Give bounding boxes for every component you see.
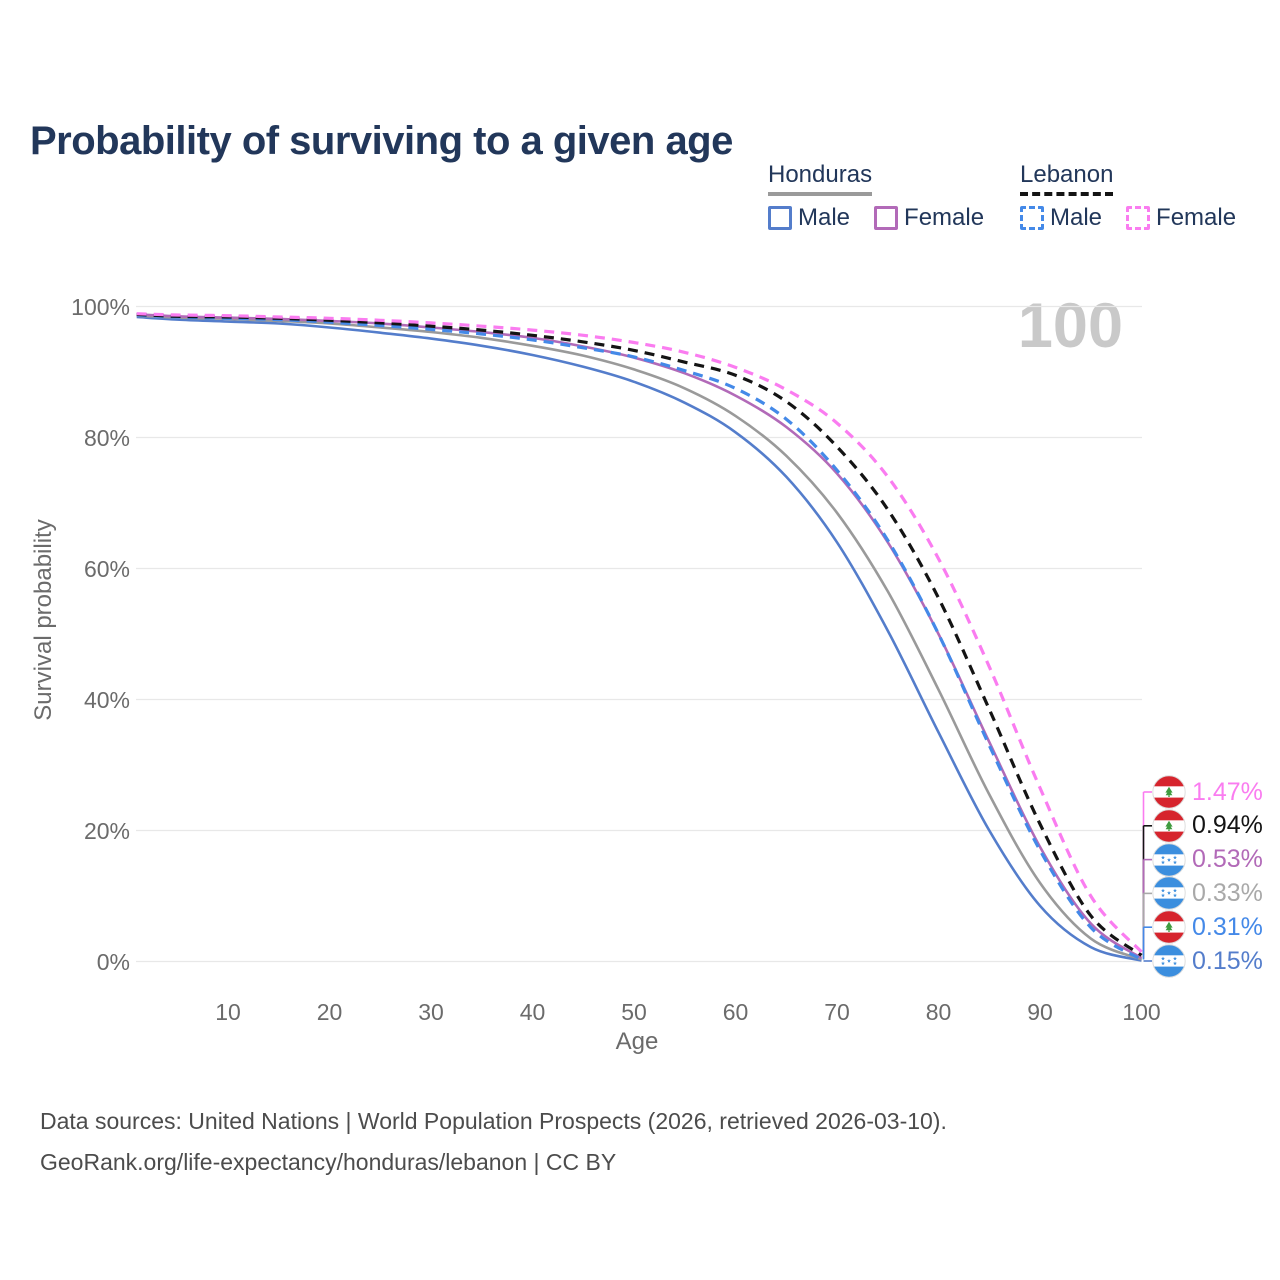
- end-label-value: 0.33%: [1192, 878, 1263, 907]
- series-line-honduras-both[interactable]: [136, 314, 1142, 961]
- legend-swatch-honduras-female: [874, 206, 899, 230]
- end-label-honduras-male: 0.15%: [1152, 944, 1263, 978]
- x-axis-tick-20: 20: [316, 999, 343, 1025]
- end-label-honduras-female: 0.53%: [1152, 842, 1263, 877]
- legend-label-lebanon-female: Female: [1156, 204, 1237, 231]
- legend-items-lebanon: Male Female: [1020, 204, 1236, 232]
- honduras-flag-icon: [1152, 944, 1186, 978]
- legend-item-lebanon-male[interactable]: Male: [1020, 204, 1102, 232]
- attribution-line: GeoRank.org/life-expectancy/honduras/leb…: [40, 1149, 617, 1175]
- y-axis-tick-0: 0%: [96, 948, 130, 975]
- legend-swatch-lebanon-male: [1020, 206, 1044, 230]
- lebanon-flag-icon: [1152, 775, 1186, 809]
- end-label-lebanon-both-sexes: 0.94%: [1152, 809, 1263, 843]
- end-label-value: 0.53%: [1192, 845, 1263, 874]
- x-axis-tick-50: 50: [621, 999, 647, 1025]
- x-axis-tick-90: 90: [1027, 999, 1053, 1025]
- legend-group-lebanon: Lebanon Male Female: [1020, 161, 1236, 232]
- lebanon-flag-icon: [1152, 910, 1186, 944]
- end-label-value: 0.94%: [1192, 811, 1263, 840]
- legend-items-honduras: Male Female: [768, 204, 984, 232]
- legend-country-lebanon[interactable]: Lebanon: [1020, 161, 1114, 196]
- legend-country-honduras[interactable]: Honduras: [768, 161, 873, 196]
- x-axis-tick-60: 60: [722, 999, 749, 1025]
- x-axis-tick-10: 10: [215, 999, 241, 1025]
- series-line-honduras-male[interactable]: [136, 315, 1142, 962]
- x-axis-tick-70: 70: [824, 999, 850, 1025]
- end-label-value: 1.47%: [1192, 777, 1263, 806]
- honduras-flag-icon: [1152, 842, 1186, 877]
- legend-item-honduras-female[interactable]: Female: [874, 204, 984, 232]
- chart-footer: Data sources: United Nations | World Pop…: [40, 1108, 947, 1190]
- series-line-lebanon-male[interactable]: [136, 313, 1143, 961]
- series-line-lebanon-female[interactable]: [136, 312, 1143, 953]
- legend-swatch-lebanon-female: [1126, 206, 1151, 230]
- end-label-value: 0.15%: [1192, 946, 1263, 975]
- y-axis-tick-60: 60%: [83, 555, 130, 582]
- y-axis-tick-100: 100%: [71, 293, 130, 320]
- end-label-value: 0.31%: [1192, 912, 1263, 941]
- hover-age-watermark: 100: [1017, 291, 1123, 361]
- x-axis-title: Age: [615, 1028, 659, 1055]
- end-label-lebanon-male: 0.31%: [1152, 910, 1263, 944]
- legend-label-honduras-male: Male: [798, 204, 851, 231]
- legend-label-lebanon-male: Male: [1050, 204, 1103, 231]
- legend-item-honduras-male[interactable]: Male: [768, 204, 850, 232]
- legend-label-honduras-female: Female: [904, 204, 985, 231]
- chart-title: Probability of surviving to a given age: [30, 118, 733, 163]
- honduras-flag-icon: [1152, 876, 1186, 911]
- y-axis-tick-80: 80%: [83, 424, 130, 451]
- y-axis-tick-20: 20%: [83, 817, 130, 844]
- legend-group-honduras: Honduras Male Female: [768, 161, 984, 232]
- series-line-honduras-female[interactable]: [136, 313, 1143, 960]
- legend-item-lebanon-female[interactable]: Female: [1126, 204, 1236, 232]
- x-axis-tick-30: 30: [418, 999, 444, 1025]
- x-axis-tick-100: 100: [1122, 999, 1161, 1025]
- end-label-lebanon-female: 1.47%: [1152, 775, 1263, 809]
- series-line-lebanon-both[interactable]: [136, 312, 1143, 957]
- y-axis-tick-40: 40%: [83, 686, 130, 713]
- end-label-honduras-both-sexes: 0.33%: [1152, 876, 1263, 911]
- x-axis-tick-80: 80: [925, 999, 952, 1025]
- x-axis-tick-40: 40: [519, 999, 546, 1025]
- lebanon-flag-icon: [1152, 809, 1186, 843]
- data-sources-line: Data sources: United Nations | World Pop…: [40, 1108, 947, 1134]
- legend-swatch-honduras-male: [768, 206, 792, 230]
